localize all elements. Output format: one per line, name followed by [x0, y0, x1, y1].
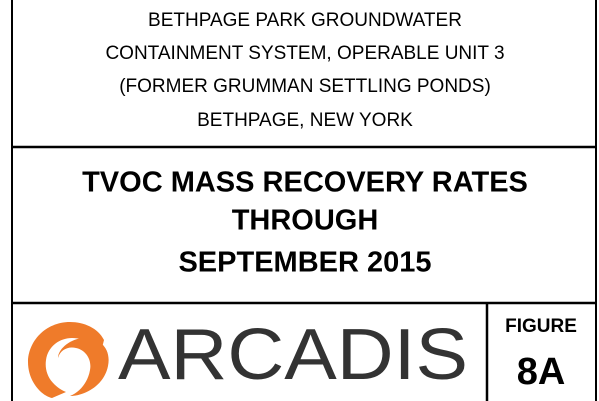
- title-line: THROUGH: [232, 205, 379, 237]
- title: TVOC MASS RECOVERY RATES THROUGH SEPTEMB…: [82, 167, 528, 279]
- title-line: SEPTEMBER 2015: [178, 247, 431, 279]
- header-line: BETHPAGE, NEW YORK: [197, 110, 413, 131]
- header-line: CONTAINMENT SYSTEM, OPERABLE UNIT 3: [105, 43, 504, 64]
- header-line: (FORMER GRUMMAN SETTLING PONDS): [119, 76, 491, 97]
- logo-text: ARCADIS: [118, 315, 468, 395]
- logo-icon: [28, 322, 109, 398]
- logo: ARCADIS: [28, 315, 468, 398]
- header-line: BETHPAGE PARK GROUNDWATER: [148, 10, 462, 31]
- title-line: TVOC MASS RECOVERY RATES: [82, 167, 528, 199]
- figure-label: FIGURE: [505, 316, 577, 337]
- figure-number: 8A: [517, 351, 566, 393]
- header: BETHPAGE PARK GROUNDWATER CONTAINMENT SY…: [105, 10, 504, 131]
